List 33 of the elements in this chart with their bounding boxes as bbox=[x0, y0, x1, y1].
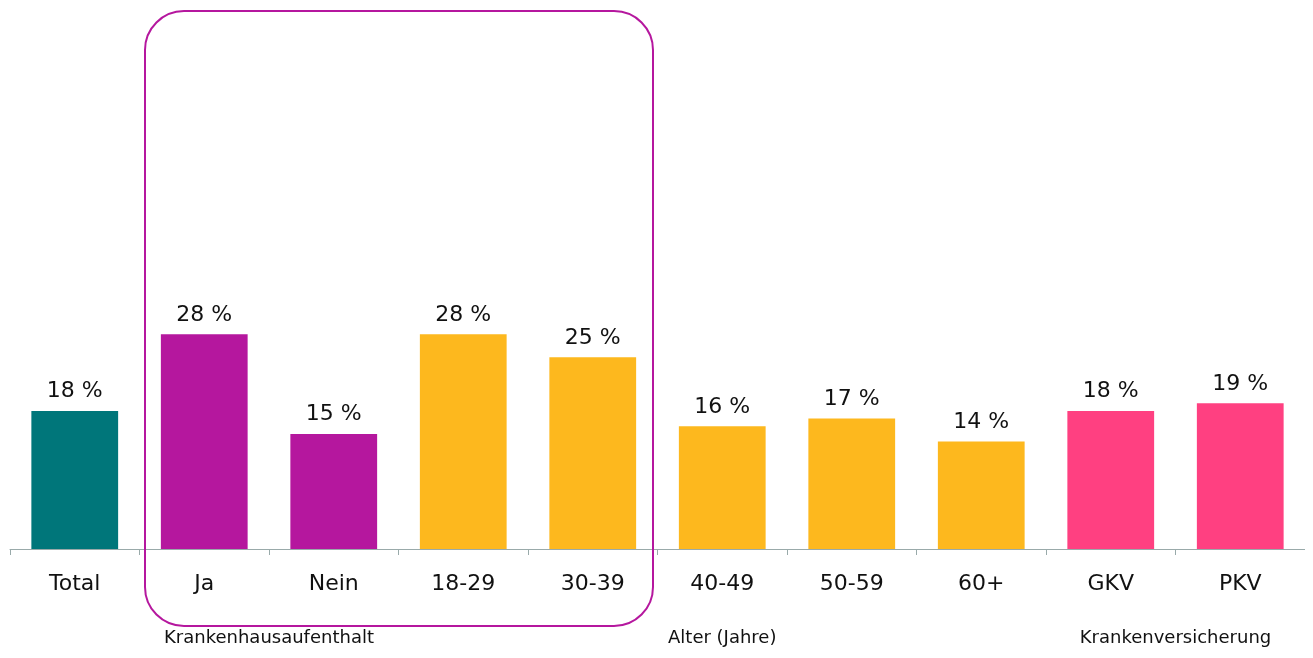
x-tick-label: 18-29 bbox=[431, 569, 496, 595]
data-label: 18 % bbox=[1082, 377, 1139, 403]
data-label: 17 % bbox=[823, 385, 880, 411]
text: Alter (Jahre) bbox=[668, 625, 777, 647]
bar bbox=[290, 433, 378, 549]
data-label: 15 % bbox=[305, 400, 362, 426]
x-tick-label: 50-59 bbox=[819, 569, 884, 595]
bar bbox=[1196, 403, 1284, 549]
text: Krankenversicherung bbox=[1079, 625, 1272, 647]
x-tick-label: 30-39 bbox=[560, 569, 625, 595]
bar bbox=[31, 410, 119, 549]
x-tick-label: Total bbox=[48, 569, 101, 595]
data-label: 18 % bbox=[46, 377, 103, 403]
text: Krankenhausaufenthalt bbox=[164, 625, 374, 647]
x-tick-label: PKV bbox=[1218, 569, 1262, 595]
data-label: 19 % bbox=[1212, 369, 1269, 395]
x-tick-label: Ja bbox=[192, 569, 215, 595]
x-tick-label: 60+ bbox=[958, 569, 1005, 595]
x-tick-label: Nein bbox=[308, 569, 359, 595]
bar bbox=[808, 418, 896, 549]
data-label: 14 % bbox=[953, 408, 1010, 434]
data-label: 28 % bbox=[176, 300, 233, 326]
x-tick-label: GKV bbox=[1087, 569, 1135, 595]
data-label: 16 % bbox=[694, 392, 751, 418]
bar bbox=[160, 334, 248, 549]
data-label: 28 % bbox=[435, 300, 492, 326]
bar bbox=[419, 334, 507, 549]
data-label: 25 % bbox=[564, 323, 621, 349]
bar bbox=[1067, 410, 1155, 549]
bar bbox=[678, 426, 766, 549]
bar bbox=[549, 357, 637, 549]
x-tick-label: 40-49 bbox=[690, 569, 755, 595]
bar bbox=[937, 441, 1025, 549]
